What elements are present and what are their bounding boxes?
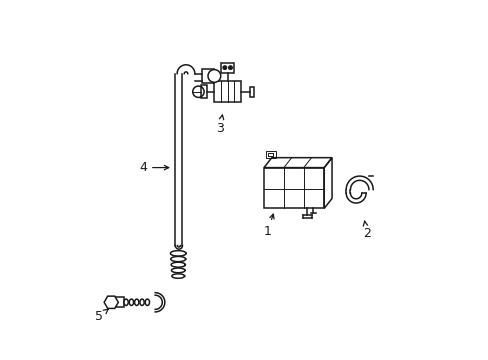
- Ellipse shape: [145, 299, 149, 306]
- Text: 5: 5: [95, 309, 108, 323]
- Polygon shape: [104, 296, 118, 309]
- Text: 1: 1: [263, 214, 273, 238]
- Text: 2: 2: [362, 221, 370, 240]
- Circle shape: [228, 66, 232, 69]
- Ellipse shape: [134, 299, 139, 306]
- Polygon shape: [221, 63, 234, 73]
- Text: 3: 3: [215, 115, 224, 135]
- Ellipse shape: [140, 299, 144, 306]
- Text: 4: 4: [139, 161, 147, 174]
- Polygon shape: [202, 69, 214, 82]
- Ellipse shape: [129, 299, 133, 306]
- Circle shape: [207, 69, 220, 82]
- Ellipse shape: [124, 299, 128, 306]
- Polygon shape: [113, 297, 124, 307]
- Circle shape: [223, 66, 226, 69]
